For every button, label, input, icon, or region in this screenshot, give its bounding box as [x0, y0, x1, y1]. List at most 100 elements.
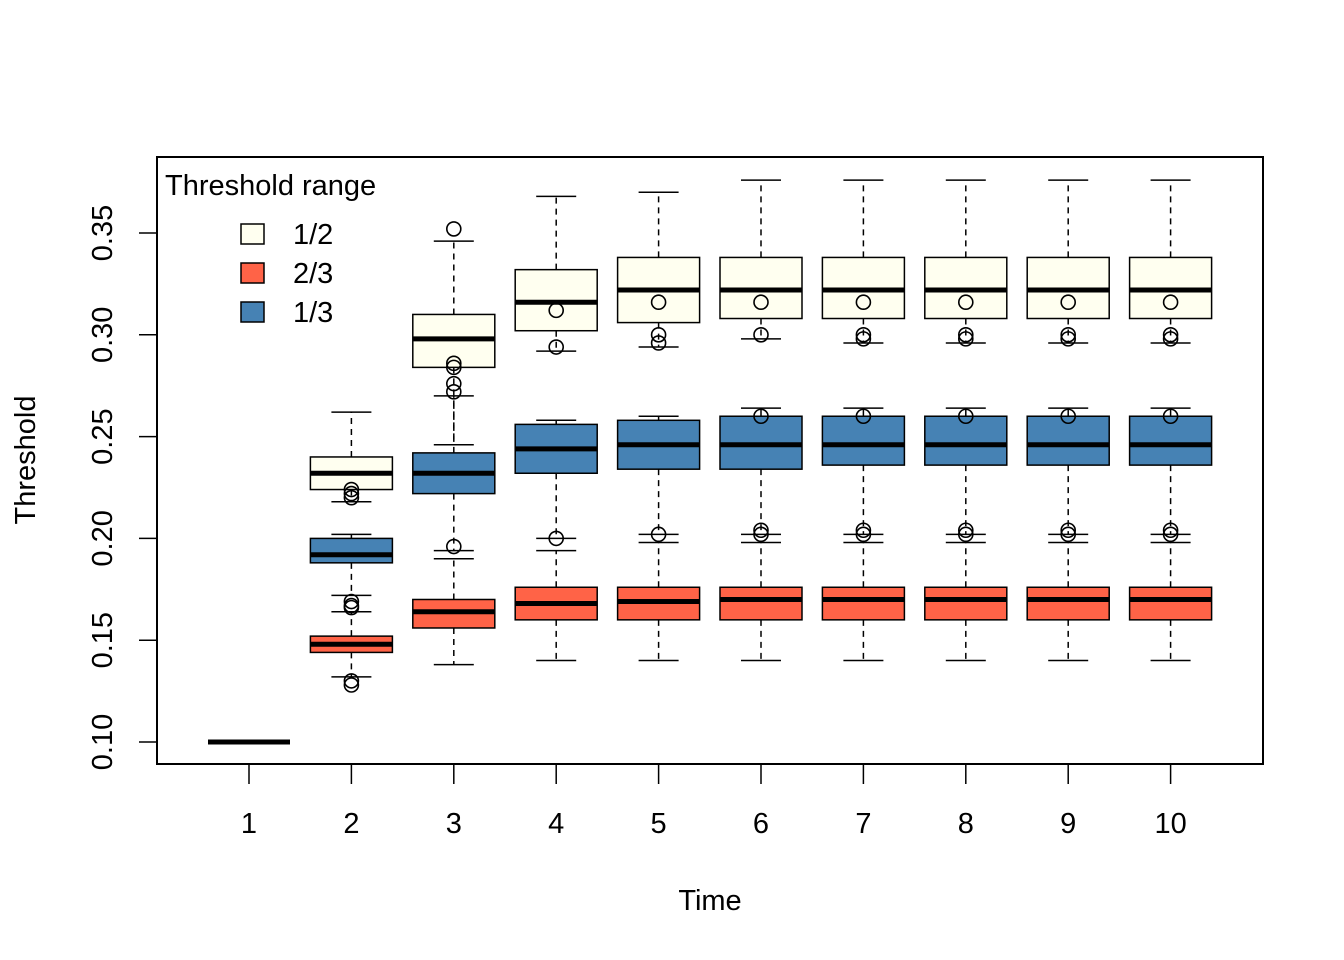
y-tick-label: 0.35 [87, 205, 119, 261]
outlier-point [1162, 526, 1179, 543]
outlier-point [855, 326, 872, 343]
outlier-point [445, 538, 462, 555]
outlier-point [548, 530, 565, 547]
outlier-point [650, 526, 667, 543]
outlier-point [855, 526, 872, 543]
outlier-point [445, 359, 462, 376]
box-rect [924, 415, 1008, 466]
box-group [309, 411, 394, 506]
x-tick-label: 7 [855, 808, 871, 840]
box-group [309, 610, 394, 693]
y-tick-label: 0.10 [87, 714, 119, 770]
legend-title: Threshold range [165, 170, 376, 202]
legend-label: 1/2 [293, 219, 333, 251]
box-group [821, 407, 906, 543]
legend: Threshold range 1/2 2/3 1/3 [165, 170, 376, 329]
box-group [924, 179, 1008, 347]
outlier-point [650, 335, 667, 351]
outlier-point [1162, 294, 1179, 311]
box-group [1128, 179, 1213, 347]
box-group [1026, 407, 1110, 543]
box-rect [821, 415, 906, 466]
x-tick-label: 5 [651, 808, 667, 840]
outlier-point [957, 408, 974, 425]
x-tick-label: 8 [958, 808, 974, 840]
outlier-point [957, 522, 974, 539]
outlier-point [343, 677, 360, 693]
box-group [1128, 541, 1213, 662]
y-tick-label: 0.25 [87, 408, 119, 464]
outlier-point [445, 375, 462, 392]
outlier-point [753, 408, 769, 425]
outlier-point [753, 294, 769, 311]
box-group [412, 221, 496, 446]
outlier-point [957, 526, 974, 543]
outlier-point [1162, 408, 1179, 425]
box-group [821, 541, 906, 662]
outlier-point [343, 599, 360, 616]
outlier-point [957, 326, 974, 343]
outlier-point [548, 339, 565, 355]
box-rect [1026, 415, 1110, 466]
box-group [924, 407, 1008, 543]
outlier-point [1162, 326, 1179, 343]
box-rect [821, 586, 906, 621]
y-tick-label: 0.20 [87, 510, 119, 566]
box-rect [1128, 586, 1213, 621]
box-group [1026, 179, 1110, 347]
outlier-point [753, 526, 769, 543]
box-group [514, 549, 598, 662]
x-tick-label: 1 [241, 808, 257, 840]
outlier-point [445, 221, 462, 237]
box-rect [924, 586, 1008, 621]
outlier-point [343, 489, 360, 506]
outlier-point [343, 593, 360, 610]
outlier-point [343, 673, 360, 689]
outlier-point [548, 302, 565, 319]
legend-swatch [240, 301, 265, 323]
outlier-point [855, 408, 872, 425]
box-rect [1128, 415, 1213, 466]
box-group [924, 541, 1008, 662]
outlier-point [1060, 522, 1076, 539]
x-tick-label: 9 [1060, 808, 1076, 840]
outlier-point [1060, 526, 1076, 543]
outlier-point [1060, 294, 1076, 311]
box-group [616, 415, 701, 543]
box-group [616, 191, 701, 351]
x-tick-label: 3 [446, 808, 462, 840]
x-axis-label: Time [678, 885, 741, 917]
box-group [719, 407, 803, 543]
legend-label: 1/3 [293, 297, 333, 329]
y-axis-label: Threshold [10, 396, 42, 525]
x-tick-label: 4 [548, 808, 564, 840]
y-tick-label: 0.30 [87, 307, 119, 363]
plot-marks [208, 179, 1213, 745]
outlier-point [855, 331, 872, 347]
box-group [1026, 541, 1110, 662]
x-tick-label: 2 [343, 808, 359, 840]
box-group [719, 541, 803, 662]
legend-label: 2/3 [293, 258, 333, 290]
box-group [719, 179, 803, 343]
outlier-point [753, 326, 769, 343]
outlier-point [957, 331, 974, 347]
box-group [821, 179, 906, 347]
y-axis: 0.10 0.15 0.20 0.25 0.30 0.35 [87, 205, 158, 770]
outlier-point [343, 485, 360, 502]
box-rect [719, 586, 803, 621]
box-rect [309, 537, 394, 564]
box-group [412, 395, 496, 555]
y-tick-label: 0.15 [87, 612, 119, 668]
outlier-point [1162, 331, 1179, 347]
outlier-point [1060, 326, 1076, 343]
outlier-point [650, 294, 667, 311]
outlier-point [650, 326, 667, 343]
x-axis: 1 2 3 4 5 6 7 8 9 10 [241, 763, 1187, 840]
box-group [514, 195, 598, 355]
outlier-point [855, 294, 872, 311]
legend-swatch [240, 223, 265, 245]
outlier-point [855, 522, 872, 539]
outlier-point [445, 384, 462, 400]
